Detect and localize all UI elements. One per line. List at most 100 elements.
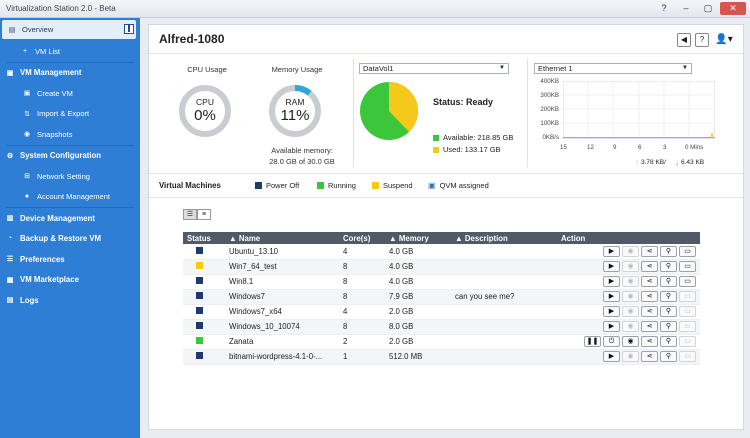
sidebar-item-create-vm[interactable]: ▣ Create VM xyxy=(0,83,140,104)
share-icon[interactable]: ⋖ xyxy=(641,261,658,272)
col-status[interactable]: Status xyxy=(183,232,225,244)
share-icon[interactable]: ⋖ xyxy=(641,351,658,362)
storage-available: Available: 218.85 GB xyxy=(443,133,514,142)
volume-select[interactable]: DataVol1 ▼ xyxy=(359,63,509,74)
col-name[interactable]: ▲ Name xyxy=(225,232,339,244)
user-menu-icon[interactable]: 👤▾ xyxy=(715,34,733,45)
play-icon[interactable]: ▶ xyxy=(603,261,620,272)
wrench-icon[interactable]: ⚲ xyxy=(660,276,677,287)
table-row[interactable]: Win7_64_test 8 4.0 GB ▶ ◉ ⋖ ⚲ ▭ xyxy=(183,259,700,275)
cpu-gauge: CPU 0% xyxy=(177,83,233,139)
help-icon[interactable]: ? xyxy=(695,33,709,47)
power-icon[interactable]: ⏻ xyxy=(603,336,620,347)
divider xyxy=(353,59,354,167)
cpu-gauge-value: 0% xyxy=(194,107,216,124)
share-icon[interactable]: ⋖ xyxy=(641,291,658,302)
sidebar-item-overview[interactable]: ▤ Overview xyxy=(2,20,136,39)
sidebar-item-label: VM List xyxy=(35,46,61,56)
eye-icon[interactable]: ◉ xyxy=(622,245,639,257)
eye-icon[interactable]: ◉ xyxy=(622,261,639,272)
col-action: Action xyxy=(557,232,700,244)
table-row[interactable]: Windows7 8 7.9 GB can you see me? ▶ ◉ ⋖ ⚲ ▭ xyxy=(183,289,700,305)
eye-icon[interactable]: ◉ xyxy=(622,291,639,302)
sidebar-item-account-management[interactable]: ● Account Management xyxy=(0,187,140,208)
section-divider xyxy=(149,197,743,198)
console-icon[interactable]: ▭ xyxy=(679,321,696,332)
play-icon[interactable]: ▶ xyxy=(603,245,620,257)
detail-view-icon[interactable]: ≡ xyxy=(197,209,211,220)
cores-cell: 4 xyxy=(339,244,385,260)
console-icon[interactable]: ▭ xyxy=(679,261,696,272)
eye-icon[interactable]: ◉ xyxy=(622,306,639,317)
table-row[interactable]: Windows7_x64 4 2.0 GB ▶ ◉ ⋖ ⚲ ▭ xyxy=(183,304,700,320)
console-icon[interactable]: ▭ xyxy=(679,336,696,347)
eye-icon[interactable]: ◉ xyxy=(622,321,639,332)
sidebar-item-device-management[interactable]: ▥ Device Management xyxy=(0,208,140,229)
marketplace-icon: ▦ xyxy=(6,276,14,284)
share-icon[interactable]: ⋖ xyxy=(641,336,658,347)
sidebar-item-logs[interactable]: ▤ Logs xyxy=(0,290,140,311)
console-icon[interactable]: ▭ xyxy=(679,276,696,287)
wrench-icon[interactable]: ⚲ xyxy=(660,336,677,347)
sidebar-item-vm-marketplace[interactable]: ▦ VM Marketplace xyxy=(0,270,140,291)
name-cell: Zanata xyxy=(225,334,339,350)
sidebar-item-vm-list[interactable]: + VM List xyxy=(0,41,140,62)
console-icon[interactable]: ▭ xyxy=(679,306,696,317)
wrench-icon[interactable]: ⚲ xyxy=(660,321,677,332)
share-icon[interactable]: ⋖ xyxy=(641,276,658,287)
console-icon[interactable]: ▭ xyxy=(679,245,696,257)
share-icon[interactable]: ⋖ xyxy=(641,306,658,317)
help-window-button[interactable]: ? xyxy=(661,3,667,13)
console-icon[interactable]: ▭ xyxy=(679,291,696,302)
table-row[interactable]: Ubuntu_13.10 4 4.0 GB ▶ ◉ ⋖ ⚲ ▭ xyxy=(183,244,700,260)
list-view-icon[interactable]: ☰ xyxy=(183,209,197,220)
memory-cell: 4.0 GB xyxy=(385,259,451,275)
wrench-icon[interactable]: ⚲ xyxy=(660,306,677,317)
wrench-icon[interactable]: ⚲ xyxy=(660,261,677,272)
play-icon[interactable]: ▶ xyxy=(603,351,620,362)
legend-power-off-label: Power Off xyxy=(266,181,300,190)
sidebar-item-network-setting[interactable]: ⊞ Network Setting xyxy=(0,166,140,187)
sidebar-item-system-configuration[interactable]: ⚙ System Configuration xyxy=(0,146,140,167)
y-tick: 400KB xyxy=(540,78,559,85)
name-cell: Win8.1 xyxy=(225,274,339,290)
sidebar-item-vm-management[interactable]: ▣ VM Management xyxy=(0,63,140,84)
play-icon[interactable]: ▶ xyxy=(603,291,620,302)
status-cell xyxy=(183,304,225,320)
upload-arrow-icon: ↑ xyxy=(635,158,639,167)
sidebar-item-backup-restore-vm[interactable]: ◔ Backup & Restore VM xyxy=(0,229,140,250)
minimize-button[interactable]: – xyxy=(683,3,689,13)
sidebar-item-snapshots[interactable]: ◉ Snapshots xyxy=(0,124,140,145)
memory-gauge-ring xyxy=(269,85,321,137)
table-row[interactable]: bitnami-wordpress-4.1-0-... 1 512.0 MB ▶ ◉ ⋖ ⚲… xyxy=(183,349,700,365)
close-button[interactable]: ✕ xyxy=(720,2,746,15)
table-row[interactable]: Windows_10_10074 8 8.0 GB ▶ ◉ ⋖ ⚲ ▭ xyxy=(183,319,700,335)
share-icon[interactable]: ⋖ xyxy=(641,321,658,332)
share-icon[interactable]: ⋖ xyxy=(641,245,658,257)
eye-icon[interactable]: ◉ xyxy=(622,336,639,347)
eye-icon[interactable]: ◉ xyxy=(622,276,639,287)
wrench-icon[interactable]: ⚲ xyxy=(660,245,677,257)
layout-toggle-icon[interactable] xyxy=(124,24,134,34)
wrench-icon[interactable]: ⚲ xyxy=(660,351,677,362)
play-icon[interactable]: ▶ xyxy=(603,276,620,287)
col-description[interactable]: ▲ Description xyxy=(451,232,557,244)
table-row[interactable]: Zanata 2 2.0 GB ❚❚ ⏻ ◉ ⋖ ⚲ ▭ xyxy=(183,334,700,350)
col-cores[interactable]: Core(s) xyxy=(339,232,385,244)
play-icon[interactable]: ▶ xyxy=(603,306,620,317)
table-row[interactable]: Win8.1 8 4.0 GB ▶ ◉ ⋖ ⚲ ▭ xyxy=(183,274,700,290)
y-tick: 200KB xyxy=(540,106,559,113)
wrench-icon[interactable]: ⚲ xyxy=(660,291,677,302)
play-icon[interactable]: ▶ xyxy=(603,321,620,332)
maximize-button[interactable]: ▢ xyxy=(703,3,713,13)
adapter-select[interactable]: Ethernet 1 ▼ xyxy=(534,63,692,74)
sidebar-item-preferences[interactable]: ☰ Preferences xyxy=(0,249,140,270)
sidebar-item-import-export[interactable]: ⇅ Import & Export xyxy=(0,104,140,125)
console-icon[interactable]: ▭ xyxy=(679,351,696,362)
description-cell xyxy=(451,334,557,350)
col-memory[interactable]: ▲ Memory xyxy=(385,232,451,244)
speaker-icon[interactable]: ◀ xyxy=(677,33,691,47)
eye-icon[interactable]: ◉ xyxy=(622,351,639,362)
cores-cell: 1 xyxy=(339,349,385,365)
pause-icon[interactable]: ❚❚ xyxy=(584,336,601,347)
